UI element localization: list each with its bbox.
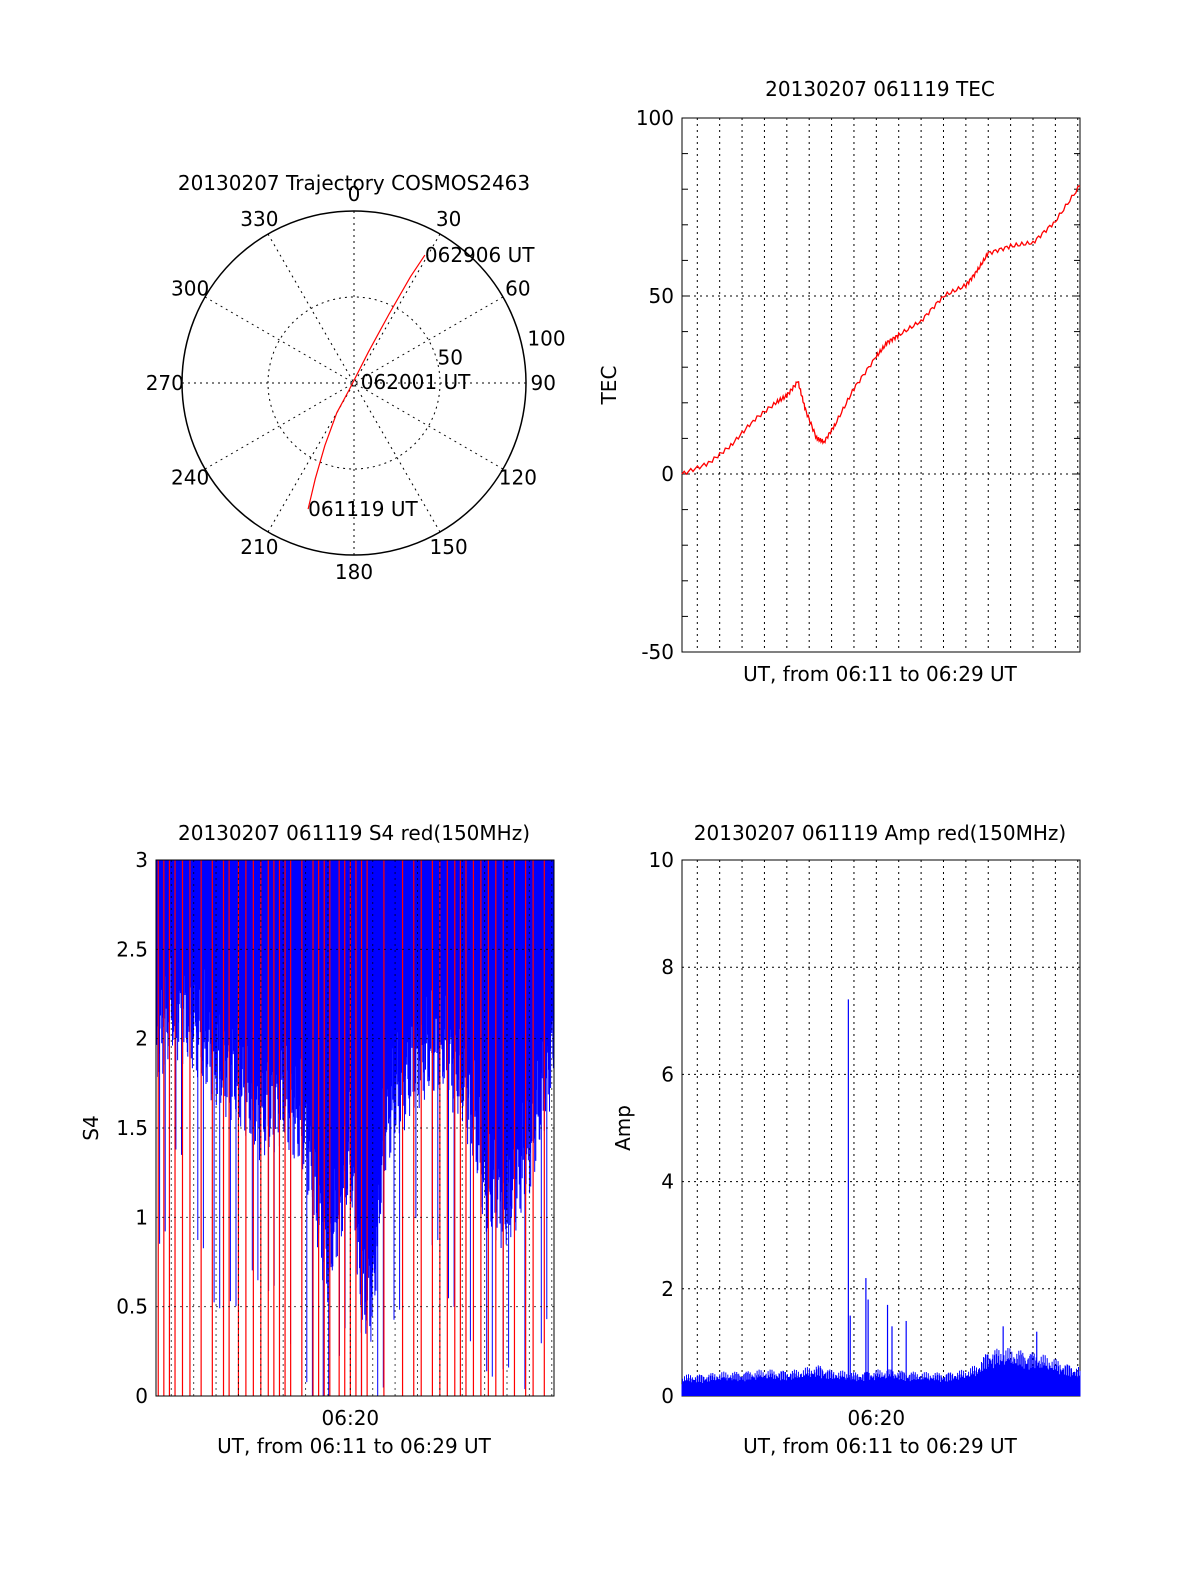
s4-ylabel: S4 bbox=[79, 1115, 103, 1140]
s4-title: 20130207 061119 S4 red(150MHz) bbox=[178, 821, 530, 845]
s4-plot-frame bbox=[155, 859, 555, 1397]
amp-ytick-label-10: 10 bbox=[649, 848, 674, 872]
tec-series bbox=[681, 185, 1081, 476]
tec-ylabel: TEC bbox=[597, 366, 621, 406]
polar-angle-label-120: 120 bbox=[499, 466, 537, 490]
amp-ytick-label-4: 4 bbox=[661, 1170, 674, 1194]
s4-ytick-label-1: 1 bbox=[135, 1205, 148, 1229]
polar-angle-label-210: 210 bbox=[240, 535, 278, 559]
amp-series bbox=[681, 999, 1081, 1396]
polar-annotations: 062906 UT 062001 UT 061119 UT bbox=[308, 243, 535, 521]
tec-ytick-label--50: -50 bbox=[641, 640, 674, 664]
s4-ytick-label-1.5: 1.5 bbox=[116, 1116, 148, 1140]
amp-title: 20130207 061119 Amp red(150MHz) bbox=[694, 821, 1066, 845]
polar-annotation-2: 061119 UT bbox=[308, 497, 418, 521]
s4-x-tick-labels: 06:20 bbox=[322, 1406, 380, 1430]
amp-y-tick-labels: 0 2 4 6 8 10 bbox=[649, 848, 674, 1408]
amp-ytick-label-6: 6 bbox=[661, 1062, 674, 1086]
polar-angle-label-240: 240 bbox=[171, 466, 209, 490]
polar-angle-label-30: 30 bbox=[436, 207, 461, 231]
polar-angle-label-330: 330 bbox=[240, 207, 278, 231]
s4-ytick-label-3: 3 bbox=[135, 848, 148, 872]
s4-y-tick-labels: 0 0.5 1 1.5 2 2.5 3 bbox=[116, 848, 148, 1408]
polar-angle-label-180: 180 bbox=[335, 560, 373, 584]
polar-radial-label-100: 100 bbox=[527, 327, 565, 351]
tec-line-0 bbox=[681, 185, 1081, 476]
amp-ytick-label-0: 0 bbox=[661, 1384, 674, 1408]
tec-xlabel: UT, from 06:11 to 06:29 UT bbox=[743, 662, 1018, 686]
amp-x-tick-labels: 06:20 bbox=[848, 1406, 906, 1430]
polar-angle-label-150: 150 bbox=[430, 535, 468, 559]
polar-angle-label-60: 60 bbox=[505, 276, 530, 300]
polar-annotation-1: 062001 UT bbox=[361, 370, 471, 394]
amp-plot-frame bbox=[681, 859, 1081, 1397]
polar-angle-labels: 0 30 60 90 120 150 180 210 240 270 300 330 bbox=[146, 182, 556, 584]
polar-trajectory-line-0 bbox=[307, 254, 426, 510]
polar-trajectory-series bbox=[307, 254, 426, 510]
polar-grid bbox=[181, 210, 527, 556]
polar-radial-labels: 50 100 bbox=[438, 327, 566, 370]
tec-y-tick-labels: -50 0 50 100 bbox=[636, 106, 674, 664]
tec-panel: 20130207 061119 TEC -50 0 50 100 TEC UT, fr… bbox=[597, 77, 1081, 686]
amp-xlabel: UT, from 06:11 to 06:29 UT bbox=[743, 1434, 1018, 1458]
s4-ytick-label-0: 0 bbox=[135, 1384, 148, 1408]
tec-ytick-label-0: 0 bbox=[661, 462, 674, 486]
s4-grid bbox=[156, 860, 554, 1396]
s4-ytick-label-0.5: 0.5 bbox=[116, 1295, 148, 1319]
amp-xtick-label-0620: 06:20 bbox=[848, 1406, 906, 1430]
tec-ytick-label-100: 100 bbox=[636, 106, 674, 130]
s4-ytick-label-2: 2 bbox=[135, 1027, 148, 1051]
polar-angle-label-0: 0 bbox=[348, 182, 361, 206]
amp-ylabel: Amp bbox=[611, 1105, 635, 1151]
tec-ytick-label-50: 50 bbox=[649, 284, 674, 308]
polar-title: 20130207 Trajectory COSMOS2463 bbox=[178, 171, 530, 195]
tec-title: 20130207 061119 TEC bbox=[765, 77, 995, 101]
polar-trajectory-panel: 20130207 Trajectory COSMOS2463 0 30 60 90 12… bbox=[146, 171, 566, 584]
s4-ytick-label-2.5: 2.5 bbox=[116, 937, 148, 961]
amp-ytick-label-8: 8 bbox=[661, 955, 674, 979]
amp-panel: 20130207 061119 Amp red(150MHz) 0246810 … bbox=[611, 821, 1081, 1458]
polar-angle-label-270: 270 bbox=[146, 371, 184, 395]
polar-annotation-0: 062906 UT bbox=[425, 243, 535, 267]
amp-grid bbox=[682, 860, 1080, 1396]
s4-xlabel: UT, from 06:11 to 06:29 UT bbox=[217, 1434, 492, 1458]
polar-radial-label-50: 50 bbox=[438, 345, 463, 369]
s4-xtick-label-0620: 06:20 bbox=[322, 1406, 380, 1430]
tec-plot-frame bbox=[681, 117, 1081, 653]
tec-grid bbox=[682, 117, 1080, 653]
polar-angle-label-90: 90 bbox=[530, 371, 555, 395]
polar-angle-label-300: 300 bbox=[171, 276, 209, 300]
amp-ytick-label-2: 2 bbox=[661, 1277, 674, 1301]
s4-panel: 20130207 061119 S4 red(150MHz) 0 0.5 1 1.5 2… bbox=[79, 821, 555, 1458]
